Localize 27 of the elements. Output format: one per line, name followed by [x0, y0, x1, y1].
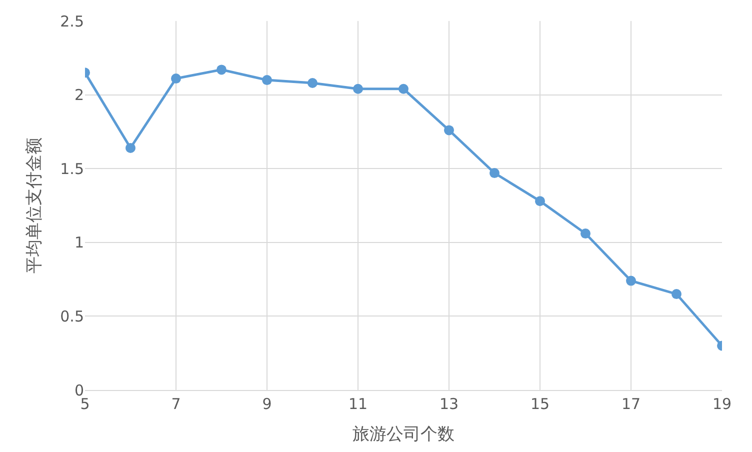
point [580, 228, 590, 239]
point [626, 276, 636, 286]
y-tick-label: 1 [74, 234, 84, 252]
x-tick-label: 13 [439, 395, 459, 413]
point [535, 196, 545, 206]
point [262, 75, 272, 86]
point [672, 289, 682, 300]
y-tick-label: 0.5 [60, 307, 84, 326]
y-tick-label: 2 [74, 86, 84, 104]
point [171, 74, 181, 84]
point [216, 64, 226, 75]
point [126, 142, 136, 153]
x-tick-label: 19 [712, 395, 732, 413]
x-tick-label: 17 [621, 395, 641, 413]
x-tick-label: 7 [171, 395, 181, 413]
x-tick-label: 15 [530, 395, 550, 413]
y-axis-title: 平均单位支付金额 [24, 138, 45, 274]
point [490, 168, 500, 178]
point [353, 84, 363, 94]
x-tick-label: 11 [348, 395, 368, 413]
point [398, 84, 408, 94]
point [308, 78, 318, 88]
y-tick-label: 2.5 [60, 12, 84, 30]
x-axis-title: 旅游公司个数 [352, 424, 454, 444]
point [444, 125, 454, 136]
x-tick-label: 9 [262, 395, 272, 413]
y-tick-label: 1.5 [60, 160, 84, 178]
